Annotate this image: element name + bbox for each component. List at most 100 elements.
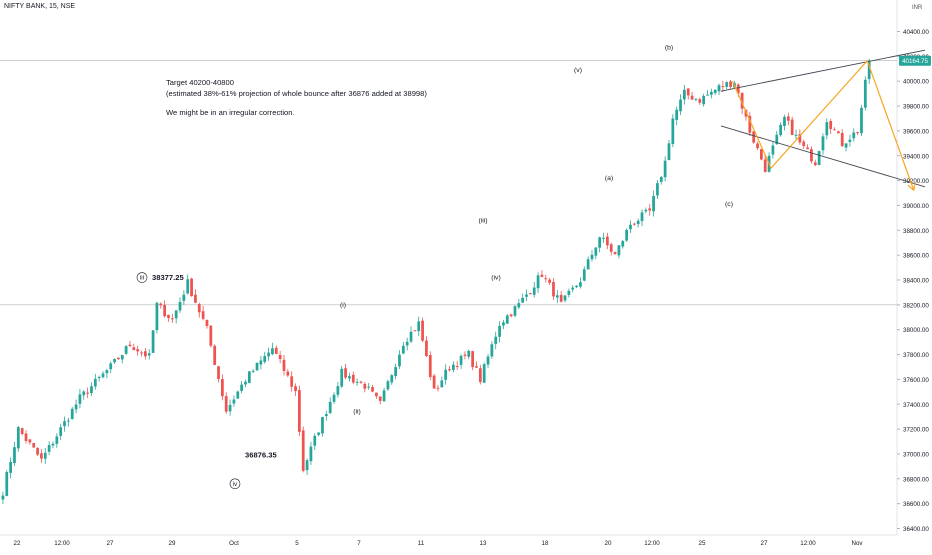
candle-body bbox=[344, 368, 347, 378]
candle-body bbox=[505, 315, 509, 324]
candle-body bbox=[290, 376, 294, 387]
candle-body bbox=[355, 381, 359, 383]
candle bbox=[317, 432, 320, 437]
candle bbox=[498, 321, 501, 343]
candle-body bbox=[529, 293, 532, 295]
time-tick-label: 27 bbox=[107, 540, 114, 547]
candle-body bbox=[101, 373, 105, 378]
candle-body bbox=[675, 109, 679, 120]
candle-body bbox=[351, 374, 355, 383]
candle-body bbox=[390, 375, 394, 383]
projection-path bbox=[731, 59, 914, 190]
candle-body bbox=[367, 386, 371, 388]
candle-body bbox=[382, 390, 386, 402]
candle-body bbox=[744, 109, 748, 117]
candle bbox=[786, 112, 790, 126]
candle bbox=[529, 292, 532, 295]
candle-body bbox=[798, 134, 802, 143]
candle-body bbox=[444, 369, 448, 380]
candle-body bbox=[170, 318, 174, 320]
candle bbox=[197, 302, 201, 318]
wave-label-text: iv bbox=[233, 481, 238, 488]
candle bbox=[236, 390, 240, 399]
candle bbox=[170, 313, 174, 323]
candle bbox=[244, 379, 247, 388]
wave-label: (c) bbox=[725, 201, 733, 208]
candle-body bbox=[405, 341, 409, 346]
candle-body bbox=[455, 366, 459, 368]
candle bbox=[140, 350, 143, 357]
candle bbox=[247, 371, 251, 384]
price-tick-label: 39600.00 bbox=[903, 128, 929, 135]
candle-body bbox=[136, 349, 140, 352]
candle bbox=[194, 289, 197, 304]
candle bbox=[517, 298, 521, 310]
candle bbox=[398, 350, 401, 370]
candle bbox=[182, 290, 186, 305]
time-tick-label: 25 bbox=[699, 540, 706, 547]
wave-label: (v) bbox=[574, 67, 582, 74]
candle bbox=[540, 270, 544, 278]
candle-body bbox=[736, 84, 740, 94]
candle bbox=[101, 371, 105, 379]
candle-body bbox=[740, 92, 744, 109]
candle-body bbox=[236, 391, 240, 399]
currency-label: INR bbox=[912, 5, 923, 11]
candle bbox=[382, 387, 386, 402]
candle bbox=[659, 175, 663, 185]
candle bbox=[274, 345, 278, 355]
candle bbox=[683, 84, 686, 105]
candle bbox=[251, 368, 255, 373]
candle-body bbox=[124, 346, 128, 354]
candle-body bbox=[698, 99, 702, 103]
candle-body bbox=[552, 281, 555, 297]
candle bbox=[51, 441, 55, 449]
annotation-line-1: Target 40200-40800 bbox=[166, 78, 234, 87]
candle-body bbox=[28, 439, 32, 443]
candle bbox=[321, 416, 324, 437]
annotation-line-3: We might be in an irregular correction. bbox=[166, 108, 295, 117]
annotation-line-2: (estimated 38%-61% projection of whole b… bbox=[166, 88, 427, 98]
time-tick-label: 5 bbox=[295, 540, 299, 547]
candle-body bbox=[617, 245, 621, 256]
candle-body bbox=[502, 322, 505, 326]
candle-body bbox=[802, 141, 806, 147]
candle bbox=[617, 245, 621, 259]
candle bbox=[536, 272, 540, 293]
candle-body bbox=[120, 354, 124, 360]
time-tick-label: 12:00 bbox=[644, 540, 660, 547]
candle bbox=[190, 277, 193, 297]
wave-label-text: iii bbox=[140, 275, 144, 282]
price-tick-label: 39200.00 bbox=[903, 178, 929, 185]
candle-body bbox=[224, 396, 228, 412]
wave-label: 36876.35 bbox=[245, 451, 277, 460]
candle bbox=[309, 441, 313, 465]
candle-body bbox=[251, 370, 255, 372]
candle-body bbox=[140, 352, 143, 354]
candle-body bbox=[613, 251, 617, 255]
candle-body bbox=[90, 386, 93, 394]
candle bbox=[763, 154, 767, 173]
candle-body bbox=[717, 85, 721, 92]
candle-body bbox=[521, 297, 525, 303]
candle-body bbox=[783, 116, 786, 126]
candle bbox=[144, 348, 147, 360]
candle bbox=[648, 204, 652, 216]
candle bbox=[571, 285, 575, 293]
candle bbox=[490, 341, 494, 359]
candle-body bbox=[532, 287, 536, 295]
candle-body bbox=[852, 132, 856, 139]
candle-body bbox=[671, 118, 675, 145]
candle bbox=[313, 433, 317, 451]
candle bbox=[652, 190, 655, 217]
candle bbox=[829, 118, 833, 135]
candle bbox=[1, 491, 5, 504]
candle bbox=[5, 469, 9, 497]
candle bbox=[840, 129, 844, 148]
last-price-tag-bg bbox=[899, 55, 931, 66]
candle bbox=[363, 382, 367, 393]
candle bbox=[151, 329, 155, 354]
annotation-note[interactable]: Target 40200-40800 (estimated 38%-61% pr… bbox=[166, 78, 427, 119]
